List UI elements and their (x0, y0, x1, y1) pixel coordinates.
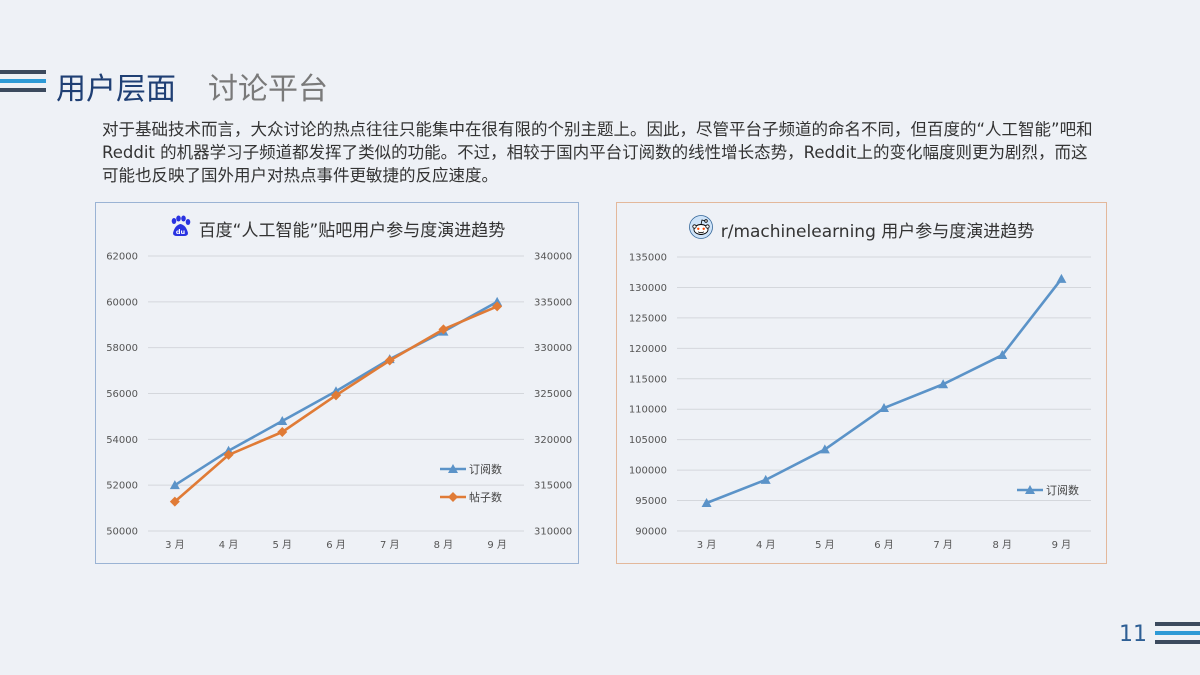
reddit-line-chart: 90000 95000 100000 105000 110000 115000 120000… (629, 253, 1091, 551)
y-tick-label: 50000 (106, 527, 138, 538)
y2-tick-label: 335000 (534, 297, 572, 308)
y-tick-label: 90000 (635, 527, 667, 538)
y2-tick-label: 340000 (534, 252, 572, 263)
reddit-chart-panel: r/machinelearning 用户参与度演进趋势 90000 95000 10… (616, 202, 1107, 564)
y-tick-label: 105000 (629, 435, 667, 446)
y-tick-label: 120000 (629, 344, 667, 355)
y2-tick-label: 320000 (534, 435, 572, 446)
baidu-chart-title: 百度“人工智能”贴吧用户参与度演进趋势 (198, 221, 506, 241)
y-tick-label: 56000 (106, 389, 138, 400)
x-tick-label: 6 月 (326, 539, 346, 551)
footer-stripes (1155, 622, 1200, 649)
x-tick-label: 6 月 (874, 539, 894, 551)
baidu-chart-title-row: du 百度“人工智能”贴吧用户参与度演进趋势 (96, 215, 578, 242)
x-tick-label: 8 月 (434, 539, 454, 551)
legend-marker (1025, 485, 1035, 494)
data-point (760, 474, 771, 484)
data-point (997, 350, 1008, 360)
baidu-chart-panel: du 百度“人工智能”贴吧用户参与度演进趋势 50000 52000 54000 56… (95, 202, 579, 564)
y-tick-label: 62000 (106, 252, 138, 263)
y-tick-label: 110000 (629, 405, 667, 416)
svg-text:du: du (176, 228, 186, 236)
data-point (331, 390, 341, 401)
data-point (492, 296, 503, 306)
y-tick-label: 135000 (629, 253, 667, 264)
y-tick-label: 125000 (629, 313, 667, 324)
intro-paragraph: 对于基础技术而言，大众讨论的热点往往只能集中在很有限的个别主题上。因此，尽管平台… (102, 120, 1093, 185)
legend-marker (448, 492, 458, 502)
x-tick-label: 4 月 (756, 539, 776, 551)
legend-label: 订阅数 (1046, 484, 1079, 497)
x-tick-label: 7 月 (380, 539, 400, 551)
baidu-paw-icon: du (169, 215, 191, 242)
data-point (938, 379, 949, 389)
x-tick-label: 8 月 (993, 539, 1013, 551)
y-tick-label: 130000 (629, 283, 667, 294)
x-tick-label: 9 月 (1052, 539, 1072, 551)
y-tick-label: 54000 (106, 435, 138, 446)
header-stripes (0, 70, 46, 97)
data-point (169, 496, 180, 507)
reddit-alien-icon (688, 215, 713, 244)
y-tick-label: 100000 (629, 466, 667, 477)
data-point (879, 403, 889, 413)
x-tick-label: 9 月 (487, 539, 507, 551)
baidu-line-chart: 50000 52000 54000 56000 58000 60000 62000 31000… (106, 252, 572, 552)
data-point (277, 427, 288, 437)
x-tick-label: 4 月 (219, 539, 239, 551)
data-point (701, 497, 712, 507)
legend-marker (448, 464, 458, 473)
page-number: 11 (1119, 622, 1147, 647)
y2-tick-label: 330000 (534, 343, 572, 354)
reddit-chart-title-row: r/machinelearning 用户参与度演进趋势 (617, 215, 1106, 244)
data-point (223, 449, 234, 460)
y2-tick-label: 315000 (534, 481, 572, 492)
y-tick-label: 60000 (106, 297, 138, 308)
series-line (706, 278, 1063, 505)
x-tick-label: 5 月 (273, 539, 293, 551)
y2-tick-label: 325000 (534, 389, 572, 400)
y-tick-label: 95000 (635, 496, 667, 507)
page-title: 用户层面 (56, 72, 176, 107)
legend-label: 帖子数 (469, 491, 502, 504)
data-point (819, 444, 830, 454)
page-subtitle: 讨论平台 (208, 72, 328, 107)
data-point (277, 416, 288, 425)
y-tick-label: 52000 (106, 481, 138, 492)
x-tick-label: 7 月 (933, 539, 953, 551)
data-point (438, 324, 449, 335)
data-point (492, 301, 503, 312)
x-tick-label: 3 月 (165, 539, 185, 551)
y2-tick-label: 310000 (534, 527, 572, 538)
data-point (384, 355, 395, 366)
reddit-chart-title: r/machinelearning 用户参与度演进趋势 (720, 222, 1035, 242)
y-tick-label: 115000 (629, 374, 667, 385)
x-tick-label: 3 月 (697, 539, 717, 551)
x-tick-label: 5 月 (815, 539, 835, 551)
data-point (1056, 273, 1067, 283)
legend-label: 订阅数 (469, 463, 502, 476)
data-point (169, 480, 180, 490)
y-tick-label: 58000 (106, 343, 138, 354)
